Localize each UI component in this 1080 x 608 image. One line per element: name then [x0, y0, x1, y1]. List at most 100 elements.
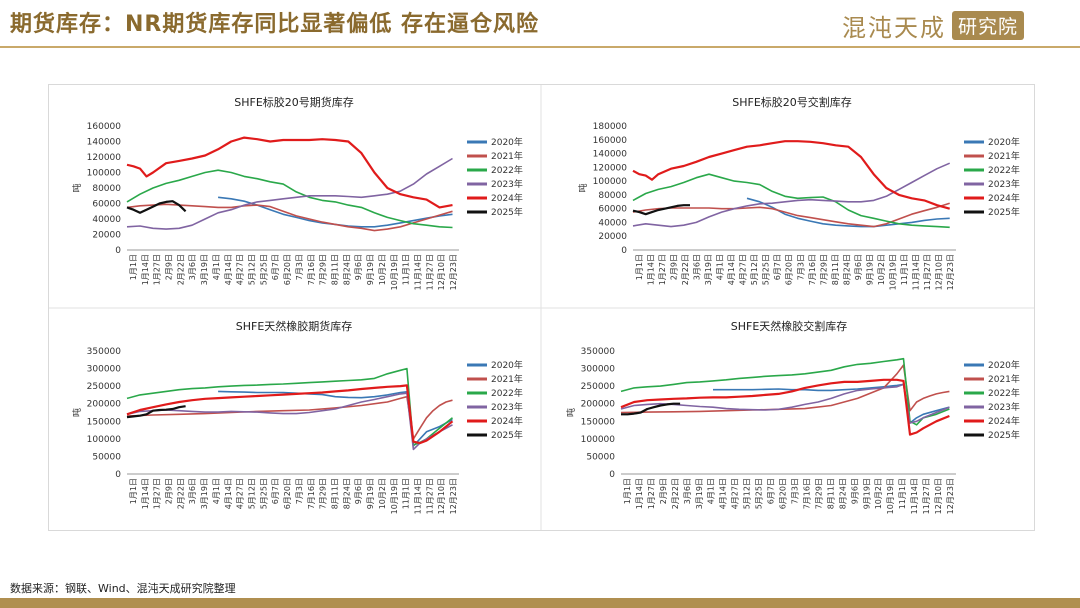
x-tick-label: 12月23日	[946, 478, 955, 514]
series-line-2025年	[632, 204, 690, 216]
series-line-2021年	[632, 202, 950, 228]
y-tick-label: 300000	[87, 365, 122, 375]
x-tick-label: 10月19日	[886, 478, 895, 514]
x-tick-label: 10月19日	[390, 478, 399, 514]
y-axis-label: 吨	[71, 183, 83, 192]
legend-label: 2022年	[491, 164, 523, 176]
x-tick-label: 6月7日	[271, 478, 280, 504]
x-tick-label: 8月24日	[342, 254, 351, 285]
series-line-2022年	[620, 357, 950, 426]
x-tick-label: 3月19日	[704, 254, 713, 285]
x-tick-label: 2月9日	[165, 478, 174, 504]
x-tick-label: 11月27日	[425, 478, 434, 514]
x-tick-label: 11月14日	[912, 254, 921, 290]
chart-title: SHFE标胶20号期货库存	[234, 95, 354, 109]
x-tick-label: 1月14日	[141, 478, 150, 509]
x-tick-label: 7月16日	[802, 478, 811, 509]
x-tick-label: 5月25日	[259, 478, 268, 509]
series-line-2024年	[126, 136, 453, 209]
legend-label: 2021年	[988, 373, 1020, 385]
chart-3: SHFE天然橡胶期货库存 0 50000 100000 150000 200000 2500…	[71, 319, 523, 514]
y-tick-label: 0	[115, 246, 121, 256]
legend-label: 2025年	[491, 429, 523, 441]
y-tick-label: 80000	[92, 184, 121, 194]
x-tick-label: 8月24日	[838, 478, 847, 509]
x-tick-label: 1月14日	[141, 254, 150, 285]
legend-label: 2025年	[988, 206, 1020, 218]
x-tick-label: 11月27日	[923, 254, 932, 290]
x-tick-label: 11月27日	[425, 254, 434, 290]
series-line-2021年	[126, 203, 453, 232]
y-tick-label: 60000	[92, 200, 121, 210]
logo-text: 混沌天成	[842, 13, 946, 42]
x-tick-label: 1月27日	[153, 478, 162, 509]
y-tick-label: 140000	[593, 150, 628, 160]
x-tick-label: 1月27日	[647, 478, 656, 509]
title-divider	[0, 46, 1080, 48]
chart-title: SHFE标胶20号交割库存	[732, 95, 852, 109]
y-tick-label: 180000	[593, 122, 628, 132]
x-tick-label: 8月11日	[331, 254, 340, 285]
x-tick-label: 2月9日	[165, 254, 174, 280]
data-source-note: 数据来源：钢联、Wind、混沌天成研究院整理	[10, 582, 236, 595]
x-tick-label: 5月12日	[750, 254, 759, 285]
charts-container: SHFE标胶20号期货库存 0 20000 40000 60000 80000 100000…	[48, 84, 1035, 531]
x-tick-label: 5月25日	[259, 254, 268, 285]
x-tick-label: 6月7日	[767, 478, 776, 504]
x-tick-label: 11月1日	[898, 478, 907, 509]
x-tick-label: 4月27日	[236, 478, 245, 509]
x-tick-label: 4月27日	[739, 254, 748, 285]
x-tick-label: 2月22日	[176, 254, 185, 285]
x-tick-label: 12月23日	[449, 254, 458, 290]
y-tick-label: 0	[609, 470, 615, 480]
x-tick-label: 8月24日	[342, 478, 351, 509]
legend-label: 2024年	[988, 192, 1020, 204]
series-line-2021年	[126, 395, 453, 440]
x-tick-label: 4月27日	[731, 478, 740, 509]
legend-label: 2023年	[491, 178, 523, 190]
x-tick-label: 2月22日	[671, 478, 680, 509]
legend-label: 2024年	[491, 192, 523, 204]
x-tick-label: 6月20日	[785, 254, 794, 285]
legend-label: 2023年	[988, 178, 1020, 190]
logo-badge: 研究院	[952, 10, 1025, 40]
legend-label: 2020年	[988, 136, 1020, 148]
legend-label: 2022年	[988, 164, 1020, 176]
x-tick-label: 5月12日	[743, 478, 752, 509]
x-tick-label: 7月29日	[319, 254, 328, 285]
x-tick-label: 10月2日	[874, 478, 883, 509]
x-tick-label: 3月19日	[200, 478, 209, 509]
y-tick-label: 200000	[581, 400, 616, 410]
y-tick-label: 100000	[87, 169, 122, 179]
series-line-2023年	[126, 157, 453, 230]
x-tick-label: 10月2日	[378, 478, 387, 509]
x-tick-label: 11月1日	[402, 254, 411, 285]
x-tick-label: 12月10日	[437, 254, 446, 290]
x-tick-label: 11月27日	[922, 478, 931, 514]
series-line-2025年	[621, 402, 681, 416]
y-tick-label: 50000	[586, 452, 615, 462]
x-tick-label: 9月6日	[850, 478, 859, 504]
y-tick-label: 300000	[581, 365, 616, 375]
legend-label: 2022年	[491, 387, 523, 399]
x-tick-label: 9月6日	[354, 254, 363, 280]
x-tick-label: 3月6日	[188, 254, 197, 280]
x-tick-label: 7月29日	[319, 478, 328, 509]
y-tick-label: 40000	[598, 218, 627, 228]
y-tick-label: 350000	[581, 347, 616, 357]
x-tick-label: 4月14日	[727, 254, 736, 285]
x-tick-label: 7月3日	[796, 254, 805, 280]
x-tick-label: 4月1日	[716, 254, 725, 280]
y-tick-label: 160000	[87, 122, 122, 132]
x-tick-label: 1月1日	[623, 478, 632, 504]
x-tick-label: 9月6日	[854, 254, 863, 280]
x-tick-label: 4月1日	[212, 478, 221, 504]
x-tick-label: 12月23日	[946, 254, 955, 290]
legend-label: 2023年	[491, 401, 523, 413]
x-tick-label: 5月12日	[248, 478, 257, 509]
x-tick-label: 1月27日	[153, 254, 162, 285]
x-tick-label: 9月19日	[865, 254, 874, 285]
x-tick-label: 3月6日	[188, 478, 197, 504]
brand-logo: 混沌天成 研究院	[842, 8, 1025, 42]
x-tick-label: 10月19日	[889, 254, 898, 290]
